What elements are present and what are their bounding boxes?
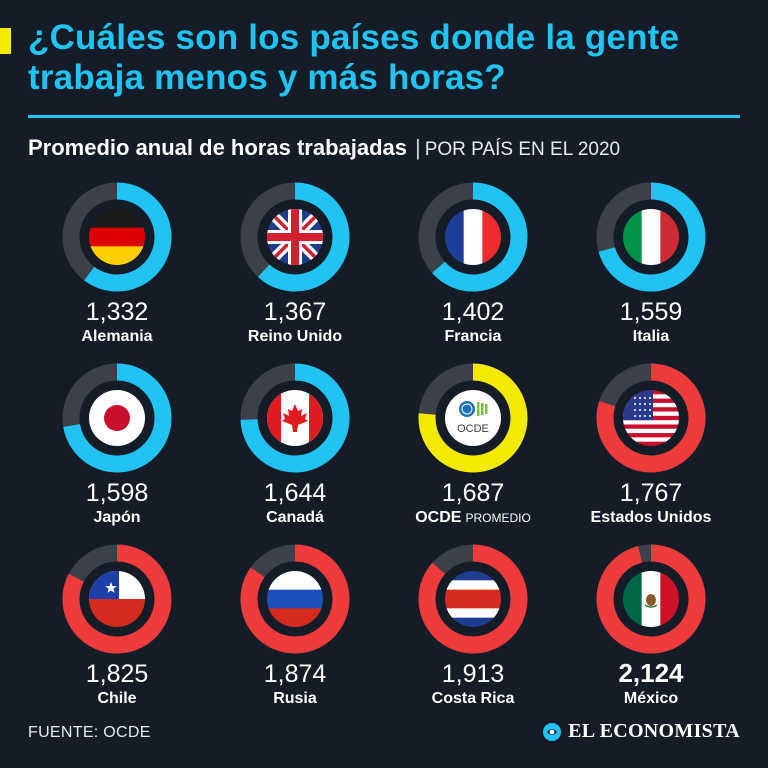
country-label: Francia bbox=[445, 328, 502, 345]
ring-value-arc bbox=[598, 182, 706, 292]
title-divider bbox=[28, 115, 740, 118]
ring-value-arc bbox=[596, 544, 706, 654]
ring-value-arc bbox=[257, 182, 350, 292]
country-label: Costa Rica bbox=[432, 690, 515, 707]
country-label: Rusia bbox=[273, 690, 317, 707]
ring-value-arc bbox=[84, 182, 172, 292]
subtitle-main: Promedio anual de horas trabajadas bbox=[28, 135, 408, 160]
donut-item: 1,825 Chile bbox=[62, 544, 172, 707]
value-label: 1,598 bbox=[86, 479, 149, 507]
flag-france-icon bbox=[445, 209, 501, 265]
page-title: ¿Cuáles son los países donde la gente tr… bbox=[28, 18, 680, 97]
flag-uk-icon bbox=[267, 209, 323, 265]
chart-subtitle: Promedio anual de horas trabajadas | POR P… bbox=[28, 135, 620, 161]
flag-chile-icon bbox=[89, 571, 145, 627]
value-label: 1,687 bbox=[442, 479, 505, 507]
donut-item: 2,124 México bbox=[596, 544, 706, 707]
country-label: Estados Unidos bbox=[591, 509, 712, 526]
donut-item: 1,598 Japón bbox=[62, 363, 172, 526]
country-name: Alemania bbox=[81, 328, 152, 345]
subtitle-separator: | bbox=[415, 135, 421, 160]
value-label: 2,124 bbox=[618, 658, 684, 688]
country-label: Canadá bbox=[266, 509, 324, 526]
country-label: Reino Unido bbox=[248, 328, 342, 345]
country-name: Rusia bbox=[273, 690, 317, 707]
ring-value-arc bbox=[240, 363, 350, 473]
value-label: 1,332 bbox=[86, 298, 149, 326]
ring-value-arc bbox=[63, 363, 172, 473]
brand-name: EL ECONOMISTA bbox=[568, 720, 740, 742]
donut-item: 1,559 Italia bbox=[596, 182, 706, 345]
country-name: Chile bbox=[97, 690, 136, 707]
value-label: 1,874 bbox=[264, 660, 327, 688]
brand-mark-icon bbox=[543, 722, 562, 741]
country-name: Estados Unidos bbox=[591, 509, 712, 526]
country-note: PROMEDIO bbox=[465, 511, 530, 525]
value-label: 1,367 bbox=[264, 298, 327, 326]
country-name: Costa Rica bbox=[432, 690, 515, 707]
flag-costarica-icon bbox=[445, 571, 501, 627]
flag-usa-icon bbox=[623, 390, 679, 446]
flag-canada-icon bbox=[267, 390, 323, 446]
flag-italy-icon bbox=[623, 209, 679, 265]
donut-item: 1,402 Francia bbox=[418, 182, 528, 345]
ring-value-arc bbox=[596, 363, 706, 473]
flag-mexico-icon bbox=[623, 571, 679, 627]
flag-russia-icon bbox=[267, 571, 323, 627]
country-name: Italia bbox=[633, 328, 670, 345]
country-name: Reino Unido bbox=[248, 328, 342, 345]
country-name: Japón bbox=[93, 509, 140, 526]
brand-logo: EL ECONOMISTA bbox=[542, 720, 740, 743]
country-label: México bbox=[624, 690, 678, 707]
country-label: Japón bbox=[93, 509, 140, 526]
ring-value-arc bbox=[418, 363, 528, 473]
country-label: Chile bbox=[97, 690, 136, 707]
donut-item: 1,913 Costa Rica bbox=[418, 544, 528, 707]
flag-japan-icon bbox=[89, 390, 145, 446]
country-name: Canadá bbox=[266, 509, 324, 526]
donut-item: 1,644 Canadá bbox=[240, 363, 350, 526]
ring-value-arc bbox=[432, 182, 528, 292]
value-label: 1,644 bbox=[264, 479, 327, 507]
source-note: FUENTE: OCDE bbox=[28, 724, 151, 741]
donut-item: 1,767 Estados Unidos bbox=[591, 363, 712, 526]
country-name: Francia bbox=[445, 328, 502, 345]
value-label: 1,559 bbox=[620, 298, 683, 326]
country-label: Italia bbox=[633, 328, 670, 345]
donut-item: 1,874 Rusia bbox=[240, 544, 350, 707]
flag-germany-icon bbox=[89, 209, 145, 265]
subtitle-period: POR PAÍS EN EL 2020 bbox=[424, 139, 621, 160]
flag-ocde-icon: OCDE bbox=[445, 390, 501, 446]
country-name: OCDE bbox=[415, 509, 462, 526]
country-name: México bbox=[624, 690, 678, 707]
country-label: OCDE PROMEDIO bbox=[415, 509, 531, 526]
value-label: 1,913 bbox=[442, 660, 505, 688]
ocde-logo-text: OCDE bbox=[457, 423, 489, 435]
ring-value-arc bbox=[418, 544, 528, 654]
value-label: 1,767 bbox=[620, 479, 683, 507]
title-accent-bar bbox=[0, 28, 11, 54]
ring-value-arc bbox=[240, 544, 350, 654]
value-label: 1,402 bbox=[442, 298, 505, 326]
donut-item: 1,332 Alemania bbox=[62, 182, 172, 345]
country-label: Alemania bbox=[81, 328, 152, 345]
donut-item: 1,367 Reino Unido bbox=[240, 182, 350, 345]
ring-value-arc bbox=[62, 544, 172, 654]
value-label: 1,825 bbox=[86, 660, 149, 688]
